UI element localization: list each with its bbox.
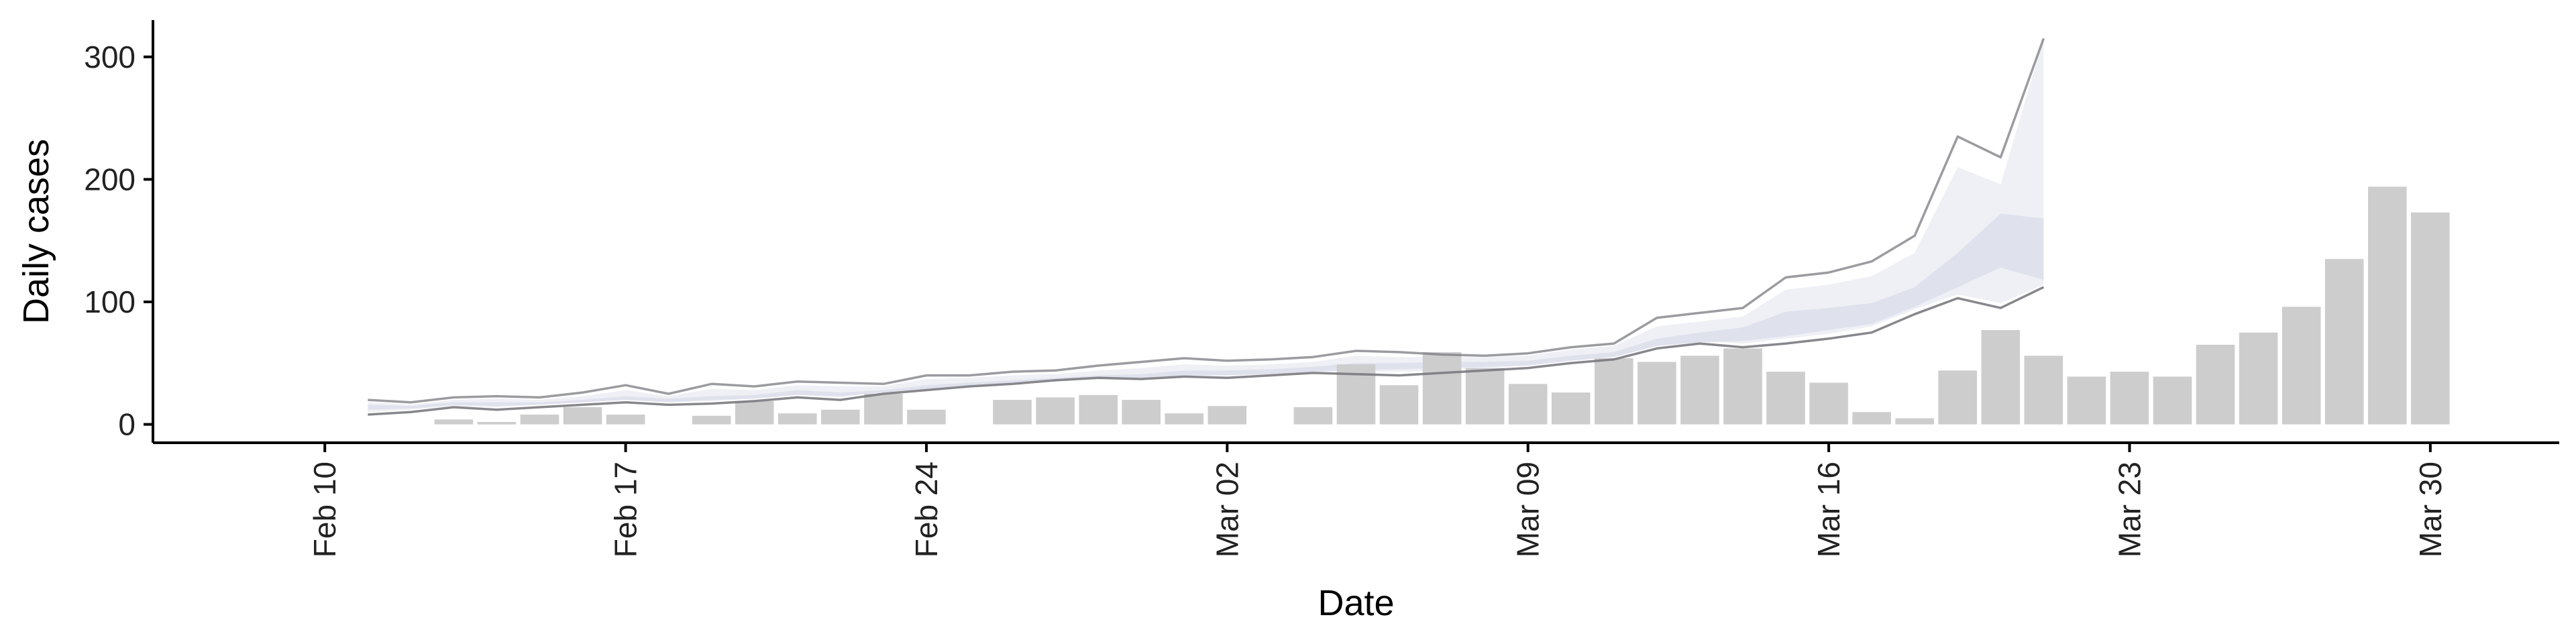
bar [1766,372,1805,425]
y-axis-title: Daily cases [16,139,56,324]
bar [864,394,903,425]
lines-layer [368,38,2045,416]
bar [1723,348,1762,425]
bar [1422,352,1462,425]
bar [1508,384,1548,425]
x-tick-label: Feb 24 [909,462,944,557]
x-tick-label: Mar 16 [1811,462,1846,557]
bar [2153,376,2192,425]
bar [1036,397,1075,425]
y-tick-label: 0 [118,407,136,442]
bar [1809,382,1848,425]
bar [1208,406,1247,425]
bar [1938,370,1977,425]
x-tick-label: Mar 30 [2413,462,2448,557]
axes-layer [152,20,2559,444]
bar [563,407,602,425]
bar [1379,385,1419,425]
x-tick-label: Mar 02 [1210,462,1244,557]
bar [2239,332,2278,425]
bar [520,415,559,425]
upper-estimate-line [368,38,2045,404]
bar [2024,356,2063,425]
bar [1638,362,1676,425]
bar [735,400,774,425]
bar [1680,356,1719,425]
bar [1122,400,1161,425]
bar [1165,413,1204,425]
x-tick-label: Feb 10 [307,462,342,557]
bar [606,415,645,425]
bar [778,413,817,425]
bar [2368,186,2407,425]
outer-ribbon [368,38,2044,413]
y-tick-label: 300 [84,40,136,74]
bar [2411,212,2450,425]
bar [2196,344,2235,425]
outer-ribbon-layer [368,38,2044,413]
x-ticks: Feb 10 Feb 17 Feb 24 Mar 02 Mar 09 Mar 16 Mar … [307,443,2448,557]
bar [692,415,731,425]
bar [2067,376,2106,425]
bar [1465,368,1505,425]
bar [1852,412,1891,425]
bar [1551,392,1591,425]
x-axis-title: Date [1318,583,1394,623]
bar [1293,407,1333,425]
y-tick-label: 200 [84,162,136,197]
x-tick-label: Mar 23 [2112,462,2147,557]
bar [434,419,474,425]
bar [477,422,517,425]
bar [2110,372,2149,425]
y-tick-label: 100 [84,284,136,319]
bar [1595,358,1633,425]
lower-estimate-line [368,286,2045,416]
y-ticks: 0 100 200 300 [84,40,153,442]
bar [1981,330,2021,425]
bars-layer [434,186,2450,425]
bar [993,400,1032,425]
bar [1895,418,1934,425]
x-tick-label: Mar 09 [1511,462,1546,557]
x-tick-label: Feb 17 [608,462,643,557]
bar [2324,259,2364,425]
bar [821,409,860,425]
bar [907,409,946,425]
bar [1079,394,1118,425]
bar [2282,307,2321,425]
